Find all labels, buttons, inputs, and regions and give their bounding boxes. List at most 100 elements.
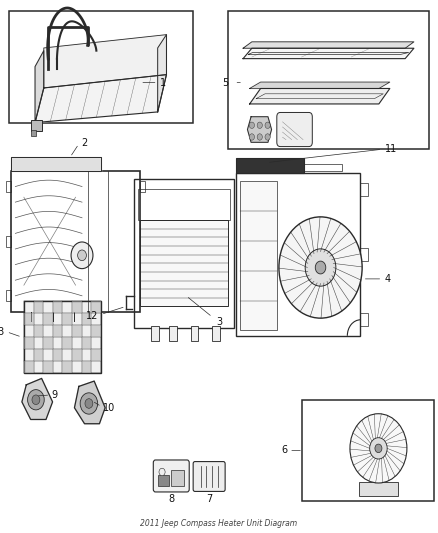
Circle shape [80, 393, 98, 414]
Bar [140, 290, 145, 301]
Polygon shape [243, 49, 414, 59]
Circle shape [370, 438, 387, 459]
Circle shape [375, 444, 382, 453]
Bar [140, 236, 145, 246]
Circle shape [249, 122, 254, 128]
Circle shape [32, 395, 40, 405]
Bar [91, 301, 101, 313]
Bar [34, 349, 43, 361]
Bar [72, 325, 81, 337]
Bar [6, 181, 11, 192]
Bar [240, 181, 278, 330]
Text: 11: 11 [385, 144, 397, 154]
Bar [360, 313, 368, 326]
Bar [138, 189, 230, 220]
Circle shape [71, 242, 93, 269]
Polygon shape [44, 35, 166, 88]
Bar [53, 325, 62, 337]
Bar [140, 181, 145, 192]
Bar [11, 171, 140, 312]
Bar [304, 164, 342, 171]
FancyBboxPatch shape [277, 112, 312, 147]
Bar [53, 301, 62, 313]
Text: 10: 10 [103, 403, 116, 413]
Bar [31, 120, 42, 131]
Text: 6: 6 [281, 446, 287, 455]
Circle shape [159, 468, 165, 475]
Bar [140, 220, 228, 306]
Bar [158, 475, 169, 486]
Text: 13: 13 [0, 327, 5, 337]
Bar [34, 325, 43, 337]
Circle shape [28, 390, 44, 410]
Circle shape [279, 217, 362, 318]
Text: 7: 7 [206, 494, 212, 504]
Text: 12: 12 [86, 311, 99, 321]
Bar [72, 301, 81, 313]
Bar [191, 326, 198, 341]
Text: 2011 Jeep Compass Heater Unit Diagram: 2011 Jeep Compass Heater Unit Diagram [141, 519, 297, 528]
Bar [31, 130, 36, 136]
Bar [134, 179, 234, 328]
Bar [62, 313, 72, 325]
Circle shape [350, 414, 407, 483]
Text: 8: 8 [168, 494, 174, 504]
Bar [228, 11, 429, 149]
Bar [302, 400, 434, 501]
Text: 2: 2 [81, 138, 87, 148]
Bar [81, 361, 91, 373]
Bar [6, 236, 11, 246]
Bar [53, 349, 62, 361]
Bar [236, 173, 360, 336]
Bar [360, 183, 368, 196]
Bar [43, 313, 53, 325]
Circle shape [257, 134, 262, 140]
Polygon shape [158, 35, 166, 112]
Bar [24, 337, 34, 349]
Bar [9, 11, 193, 123]
Bar [91, 325, 101, 337]
Bar [151, 326, 159, 341]
Polygon shape [250, 82, 390, 88]
Bar [81, 313, 91, 325]
Circle shape [305, 249, 336, 286]
Bar [171, 470, 184, 486]
Circle shape [85, 399, 93, 408]
Polygon shape [35, 75, 166, 123]
Bar [24, 301, 101, 373]
Text: 4: 4 [385, 274, 391, 284]
Bar [360, 248, 368, 261]
Bar [91, 349, 101, 361]
Circle shape [257, 122, 262, 128]
Bar [43, 361, 53, 373]
FancyBboxPatch shape [153, 460, 189, 492]
Bar [24, 361, 34, 373]
Bar [43, 337, 53, 349]
Text: 5: 5 [223, 78, 229, 87]
Polygon shape [243, 42, 414, 49]
Text: 3: 3 [217, 318, 223, 327]
Circle shape [265, 134, 270, 140]
Bar [34, 301, 43, 313]
Bar [6, 290, 11, 301]
Bar [359, 482, 398, 496]
Bar [72, 349, 81, 361]
Polygon shape [247, 117, 272, 142]
Polygon shape [74, 381, 105, 424]
FancyBboxPatch shape [193, 462, 225, 491]
Text: 1: 1 [160, 78, 166, 87]
Bar [24, 313, 34, 325]
Bar [62, 337, 72, 349]
Bar [236, 158, 304, 173]
Circle shape [315, 261, 326, 274]
Polygon shape [35, 51, 44, 123]
Polygon shape [11, 157, 101, 171]
Circle shape [78, 250, 86, 261]
Bar [169, 326, 177, 341]
Bar [62, 361, 72, 373]
Circle shape [249, 134, 254, 140]
Polygon shape [250, 88, 390, 104]
Circle shape [265, 122, 270, 128]
Bar [212, 326, 220, 341]
Bar [81, 337, 91, 349]
